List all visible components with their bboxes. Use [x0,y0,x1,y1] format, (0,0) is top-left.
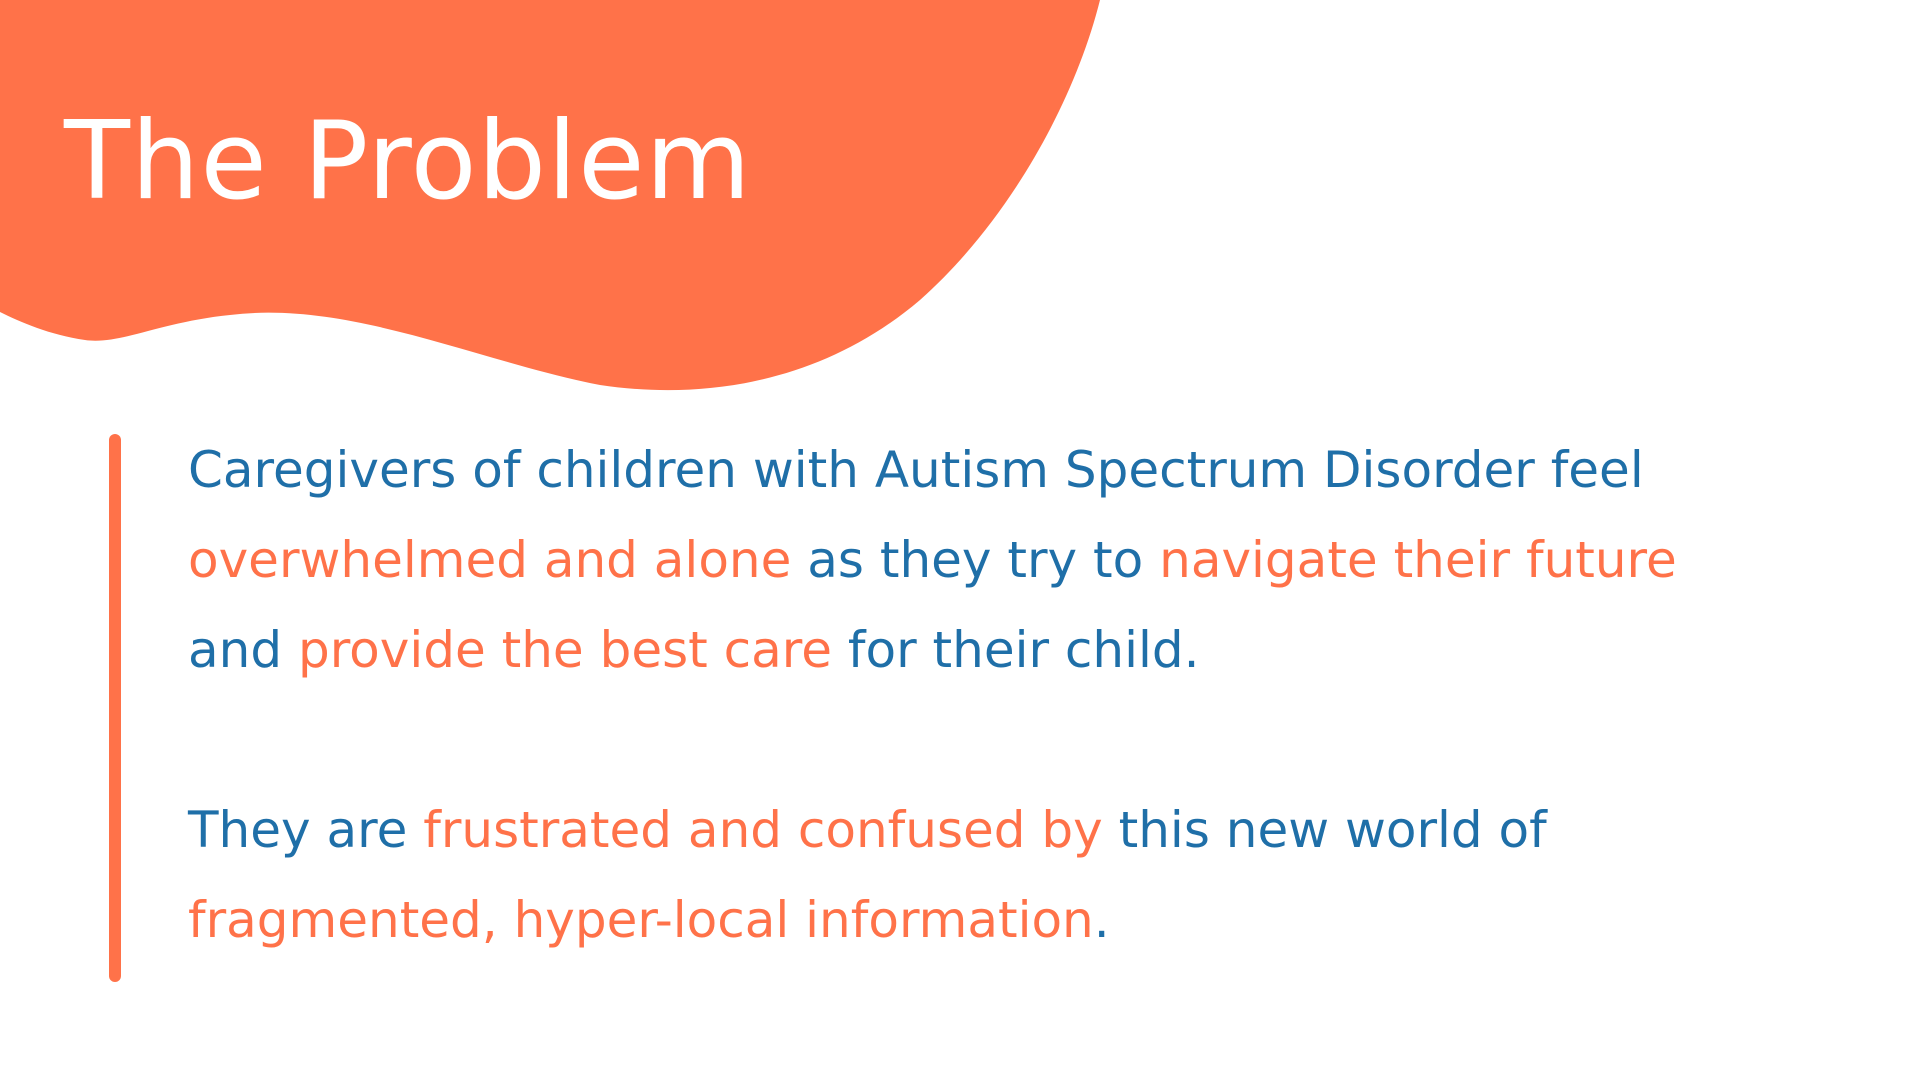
line: They are frustrated and confused by this… [188,785,1888,875]
line: fragmented, hyper-local information. [188,875,1888,965]
highlight-segment: navigate their future [1159,531,1677,589]
slide-title: The Problem [64,99,752,224]
highlight-segment: overwhelmed and alone [188,531,792,589]
text-segment: Caregivers of children with Autism Spect… [188,441,1644,499]
text-segment: and [188,621,298,679]
highlight-segment: provide the best care [297,621,832,679]
paragraph-1: Caregivers of children with Autism Spect… [188,425,1888,695]
paragraph-2: They are frustrated and confused by this… [188,785,1888,965]
highlight-segment: fragmented, hyper-local information [188,891,1094,949]
line: and provide the best care for their chil… [188,605,1888,695]
problem-statement: Caregivers of children with Autism Spect… [188,425,1888,965]
text-segment: for their child. [831,621,1200,679]
accent-bar [109,434,121,982]
text-segment: as they try to [791,531,1160,589]
text-segment: this new world of [1102,801,1547,859]
text-segment: . [1093,891,1110,949]
highlight-segment: frustrated and confused by [423,801,1103,859]
line: overwhelmed and alone as they try to nav… [188,515,1888,605]
text-segment: They are [188,801,424,859]
line: Caregivers of children with Autism Spect… [188,425,1888,515]
